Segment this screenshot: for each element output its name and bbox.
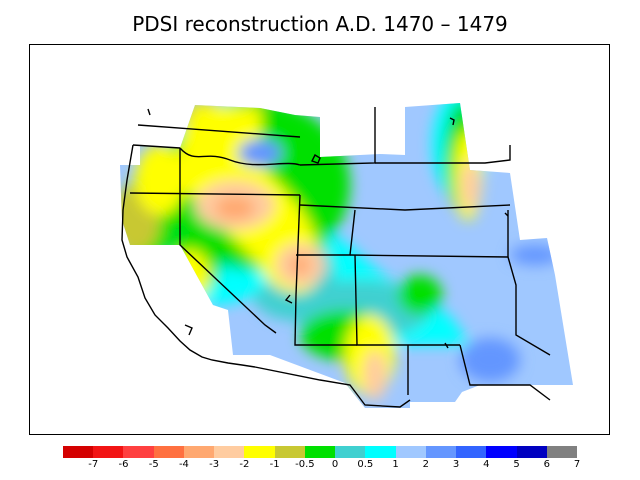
legend-labels: -7 -6 -5 -4 -3 -2 -1 -0.5 0 0.5 1 2 3 4 5 6 7: [0, 459, 640, 473]
legend-tick-label: -6: [118, 459, 129, 470]
legend-swatch: [153, 446, 184, 458]
map-title: PDSI reconstruction A.D. 1470 – 1479: [132, 12, 508, 36]
legend-tick-label: 6: [543, 459, 550, 470]
legend-swatch: [244, 446, 275, 458]
legend-tick-label: 0.5: [357, 459, 374, 470]
legend-tick-label: 7: [573, 459, 581, 470]
legend-tick-label: -0.5: [295, 459, 315, 470]
legend-swatch: [304, 446, 336, 458]
legend-tick-label: 0: [331, 459, 339, 470]
legend-swatch: [486, 446, 517, 458]
color-legend: [63, 446, 577, 458]
legend-tick-label: -2: [239, 459, 250, 470]
legend-tick-label: 4: [483, 459, 490, 470]
state-boundaries: [121, 107, 551, 408]
legend-swatch: [546, 446, 577, 458]
legend-swatch: [214, 446, 245, 458]
legend-swatch: [335, 446, 366, 458]
legend-swatch: [123, 446, 154, 458]
legend-swatch: [183, 446, 215, 458]
legend-tick-label: -7: [88, 459, 99, 470]
legend-swatch: [516, 446, 547, 458]
legend-swatch: [63, 446, 94, 458]
legend-swatch: [93, 446, 124, 458]
legend-swatch: [274, 446, 305, 458]
legend-tick-label: 1: [392, 459, 399, 470]
legend-swatch: [456, 446, 487, 458]
legend-tick-label: 5: [513, 459, 520, 470]
legend-tick-label: -1: [269, 459, 280, 470]
legend-tick-label: -5: [148, 459, 159, 470]
legend-swatch: [365, 446, 396, 458]
pdsi-field: [120, 103, 573, 408]
legend-swatch: [395, 446, 426, 458]
legend-tick-label: 2: [422, 459, 429, 470]
legend-swatch: [425, 446, 457, 458]
map-frame: [29, 44, 610, 435]
legend-tick-label: -4: [178, 459, 189, 470]
pdsi-map: [120, 103, 573, 408]
legend-tick-label: 3: [452, 459, 460, 470]
legend-tick-label: -3: [209, 459, 220, 470]
